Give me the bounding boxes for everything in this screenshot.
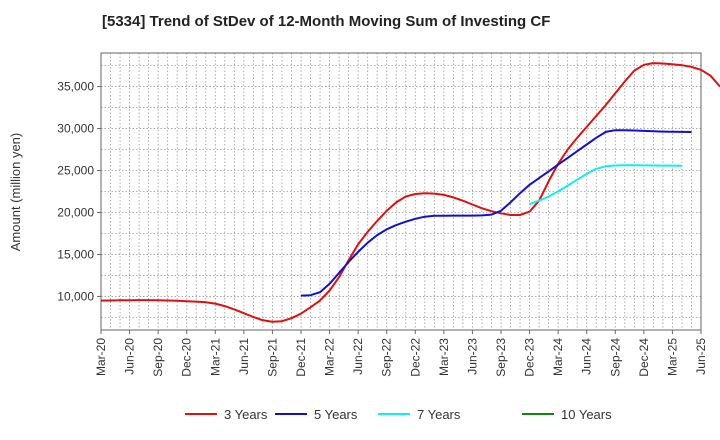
x-tick-label: Dec-20 xyxy=(180,338,194,377)
y-tick-label: 10,000 xyxy=(57,289,94,303)
x-tick-label: Dec-22 xyxy=(408,338,422,377)
y-tick-label: 25,000 xyxy=(57,164,94,178)
y-axis-ticks: 10,000 15,000 20,000 25,000 30,000 35,000 xyxy=(57,80,101,303)
x-tick-label: Sep-21 xyxy=(265,338,279,377)
y-tick-label: 30,000 xyxy=(57,122,94,136)
series-line-1 xyxy=(100,62,720,323)
x-tick-label: Sep-23 xyxy=(494,338,508,377)
legend-label: 3 Years xyxy=(224,407,268,422)
x-tick-label: Dec-24 xyxy=(637,338,651,377)
x-tick-label: Sep-24 xyxy=(608,338,622,377)
legend-label: 5 Years xyxy=(314,407,358,422)
legend-label: 10 Years xyxy=(561,407,612,422)
y-axis-title: Amount (million yen) xyxy=(8,133,23,252)
legend-label: 7 Years xyxy=(417,407,461,422)
y-tick-label: 15,000 xyxy=(57,247,94,261)
x-tick-label: Mar-23 xyxy=(437,338,451,376)
x-tick-label: Mar-20 xyxy=(94,338,108,376)
x-tick-label: Mar-21 xyxy=(208,338,222,376)
x-tick-label: Mar-25 xyxy=(665,338,679,376)
x-tick-label: Dec-21 xyxy=(294,338,308,377)
series-line-2 xyxy=(300,129,692,297)
plot-frame xyxy=(100,52,702,331)
series-lines xyxy=(100,62,720,323)
y-tick-label: 20,000 xyxy=(57,205,94,219)
x-tick-label: Jun-22 xyxy=(351,338,365,375)
legend: 3 Years 5 Years 7 Years 10 Years xyxy=(185,407,612,422)
x-tick-label: Dec-23 xyxy=(523,338,537,377)
x-tick-label: Jun-24 xyxy=(580,338,594,375)
chart-title: [5334] Trend of StDev of 12-Month Moving… xyxy=(102,13,551,30)
x-tick-label: Jun-20 xyxy=(123,338,137,375)
x-tick-label: Mar-24 xyxy=(551,338,565,376)
x-tick-label: Jun-21 xyxy=(237,338,251,375)
grid-lines xyxy=(101,53,701,330)
x-tick-label: Mar-22 xyxy=(323,338,337,376)
x-tick-label: Sep-22 xyxy=(380,338,394,377)
x-tick-label: Jun-23 xyxy=(465,338,479,375)
x-tick-label: Sep-20 xyxy=(151,338,165,377)
x-tick-label: Jun-25 xyxy=(694,338,708,375)
series-line-3 xyxy=(529,164,683,206)
y-tick-label: 35,000 xyxy=(57,80,94,94)
x-axis-ticks: Mar-20 Jun-20 Sep-20 Dec-20 Mar-21 Jun-21 Sep-… xyxy=(94,330,708,377)
